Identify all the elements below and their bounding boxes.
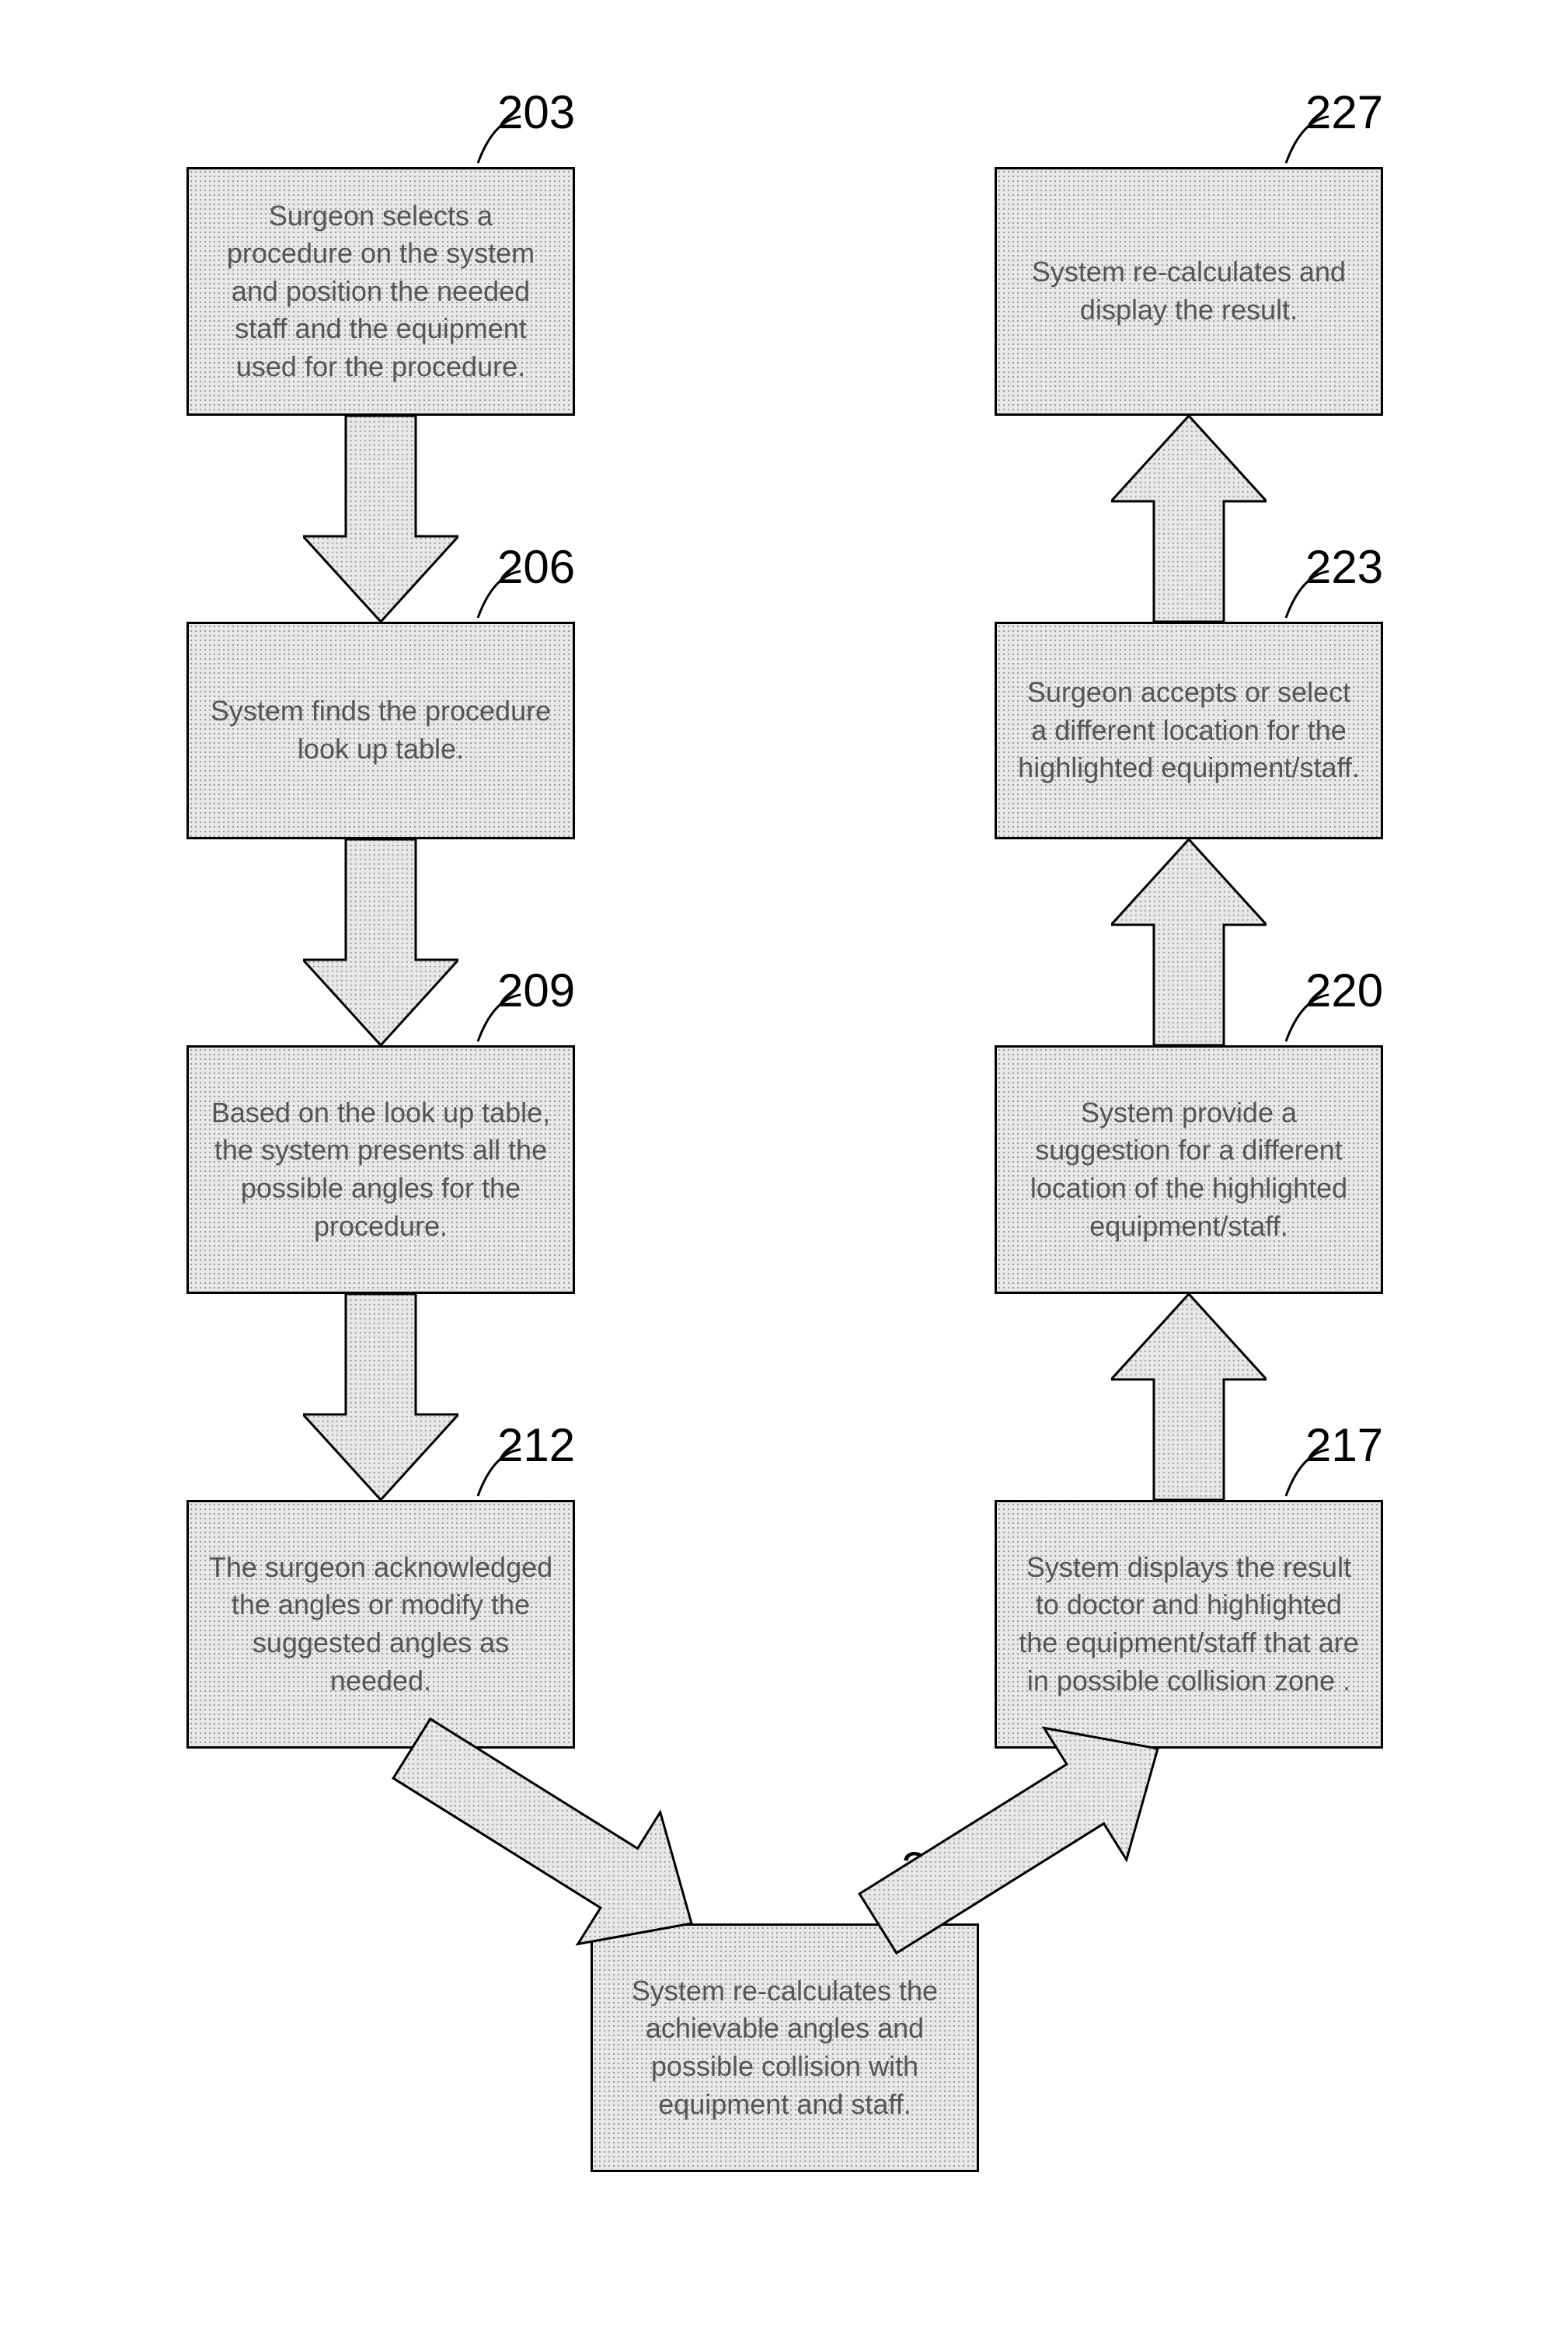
ref-number-217: 217 bbox=[1305, 1418, 1383, 1472]
ref-number-206: 206 bbox=[497, 540, 575, 594]
flow-arrow bbox=[303, 416, 458, 622]
flow-node-text: System re-calculates the achievable angl… bbox=[612, 1972, 958, 2123]
flow-node-206: System finds the procedure look up table… bbox=[186, 622, 575, 839]
ref-number-212: 212 bbox=[497, 1418, 575, 1472]
ref-number-220: 220 bbox=[1305, 964, 1383, 1017]
flow-node-227: System re-calculates and display the res… bbox=[995, 167, 1383, 416]
flow-node-212: The surgeon acknowledged the angles or m… bbox=[186, 1500, 575, 1749]
flow-node-text: System re-calculates and display the res… bbox=[1016, 253, 1362, 329]
flow-node-214: System re-calculates the achievable angl… bbox=[591, 1923, 979, 2172]
flow-node-text: Surgeon accepts or select a different lo… bbox=[1016, 674, 1362, 787]
flow-arrow bbox=[1111, 839, 1267, 1045]
flow-node-220: System provide a suggestion for a differ… bbox=[995, 1045, 1383, 1294]
flow-node-217: System displays the result to doctor and… bbox=[995, 1500, 1383, 1749]
flow-node-text: Surgeon selects a procedure on the syste… bbox=[207, 197, 554, 386]
flow-node-text: System finds the procedure look up table… bbox=[207, 692, 554, 768]
flow-arrow bbox=[1111, 416, 1267, 622]
ref-number-203: 203 bbox=[497, 85, 575, 139]
flow-node-text: System displays the result to doctor and… bbox=[1016, 1549, 1362, 1700]
flow-node-text: System provide a suggestion for a differ… bbox=[1016, 1094, 1362, 1245]
flow-node-223: Surgeon accepts or select a different lo… bbox=[995, 622, 1383, 839]
flow-arrow bbox=[303, 1294, 458, 1500]
ref-number-227: 227 bbox=[1305, 85, 1383, 139]
ref-number-223: 223 bbox=[1305, 540, 1383, 594]
flow-node-203: Surgeon selects a procedure on the syste… bbox=[186, 167, 575, 416]
ref-number-209: 209 bbox=[497, 964, 575, 1017]
flow-node-209: Based on the look up table, the system p… bbox=[186, 1045, 575, 1294]
flow-node-text: The surgeon acknowledged the angles or m… bbox=[207, 1549, 554, 1700]
flow-arrow bbox=[1111, 1294, 1267, 1500]
ref-number-214: 214 bbox=[901, 1842, 979, 1895]
flow-node-text: Based on the look up table, the system p… bbox=[207, 1094, 554, 1245]
flow-arrow bbox=[303, 839, 458, 1045]
